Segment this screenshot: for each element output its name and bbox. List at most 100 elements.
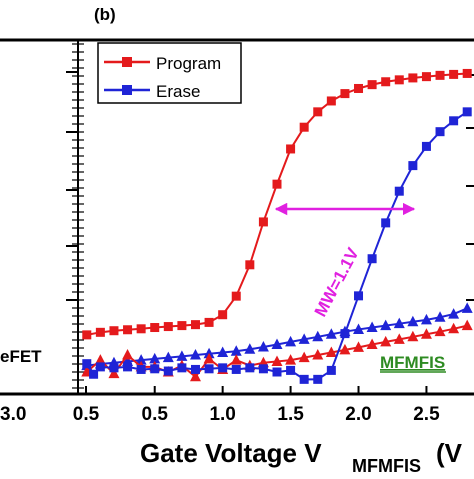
- data-point-square: [367, 254, 377, 264]
- data-point-square: [258, 364, 268, 374]
- x-axis-title: Gate Voltage V MFMFIS (V: [140, 438, 463, 476]
- x-axis-tick-label: 2.0: [345, 404, 371, 425]
- y-axis-ticks: [66, 43, 474, 389]
- left-x-tick-label: 3.0: [0, 404, 26, 425]
- x-axis-ticks: 0.5 0.5 1.0 1.5 2.0 2.5: [73, 386, 440, 425]
- data-point-triangle: [380, 335, 392, 347]
- data-point-square: [299, 122, 309, 132]
- data-point-square: [381, 77, 391, 87]
- data-point-square: [231, 364, 241, 374]
- data-point-triangle: [285, 354, 297, 365]
- data-point-square: [408, 73, 418, 83]
- data-point-square: [150, 323, 160, 333]
- data-point-square: [245, 363, 255, 373]
- x-axis-tick-label: 0.5: [142, 404, 169, 425]
- left-device-label: eFET: [0, 347, 42, 366]
- data-point-triangle: [230, 354, 242, 365]
- data-point-square: [394, 186, 404, 196]
- legend-erase-marker: [122, 85, 132, 95]
- data-point-triangle: [325, 346, 337, 357]
- legend-program-marker: [122, 57, 132, 67]
- data-point-square: [136, 324, 146, 334]
- data-point-square: [421, 141, 431, 151]
- data-point-square: [286, 144, 296, 154]
- data-point-square: [150, 364, 160, 374]
- series-layer: [81, 68, 473, 384]
- series-line: [86, 72, 468, 336]
- data-point-square: [231, 291, 241, 301]
- data-point-square: [299, 374, 309, 384]
- data-point-square: [272, 367, 282, 377]
- data-point-square: [258, 217, 268, 227]
- x-axis-title-subscript: MFMFIS: [352, 456, 421, 474]
- data-point-square: [123, 325, 133, 335]
- data-point-square: [394, 75, 404, 85]
- data-point-triangle: [448, 322, 460, 334]
- data-point-triangle: [353, 323, 365, 334]
- legend-erase-label: Erase: [156, 82, 200, 101]
- data-point-triangle: [230, 345, 242, 356]
- data-point-square: [462, 107, 472, 117]
- data-point-square: [340, 89, 350, 99]
- data-point-triangle: [366, 321, 378, 333]
- data-point-square: [95, 362, 105, 372]
- data-point-triangle: [135, 354, 147, 365]
- x-axis-tick-label: 0.5: [73, 404, 100, 425]
- plot-frame: [0, 38, 474, 396]
- x-axis-tick-label: 1.5: [277, 404, 304, 425]
- data-point-triangle: [339, 343, 351, 355]
- legend: Program Erase: [97, 42, 242, 104]
- memory-window-annotation: MW=1.1V: [274, 202, 416, 320]
- data-point-triangle: [461, 319, 473, 331]
- data-point-triangle: [420, 313, 432, 325]
- data-point-triangle: [189, 370, 201, 382]
- device-label-mfmfis: MFMFIS: [380, 353, 445, 372]
- data-point-square: [435, 70, 445, 80]
- data-point-square: [449, 116, 459, 126]
- data-point-triangle: [380, 319, 392, 331]
- data-point-triangle: [285, 335, 297, 347]
- data-point-triangle: [108, 367, 120, 379]
- data-point-triangle: [407, 315, 419, 327]
- x-axis-title-tail: (V: [436, 438, 463, 468]
- data-point-square: [340, 329, 350, 339]
- x-axis-tick-label: 1.0: [209, 404, 235, 425]
- data-point-square: [190, 320, 200, 330]
- data-point-square: [136, 364, 146, 374]
- x-axis-title-main: Gate Voltage V: [140, 438, 322, 468]
- data-point-triangle: [366, 338, 378, 349]
- data-point-triangle: [393, 317, 405, 329]
- data-point-triangle: [448, 308, 460, 319]
- panel-label: (b): [94, 5, 116, 24]
- data-point-triangle: [353, 341, 365, 352]
- data-point-triangle: [203, 352, 215, 364]
- data-point-triangle: [325, 328, 337, 339]
- data-point-square: [204, 364, 214, 374]
- data-point-triangle: [312, 330, 324, 342]
- data-point-square: [95, 327, 105, 337]
- data-point-triangle: [461, 302, 473, 313]
- data-point-square: [204, 317, 214, 327]
- data-point-square: [272, 179, 282, 189]
- data-point-square: [177, 321, 187, 331]
- data-point-triangle: [298, 333, 310, 344]
- data-point-square: [326, 365, 336, 375]
- data-point-square: [218, 363, 228, 373]
- data-point-square: [89, 369, 99, 379]
- data-point-triangle: [434, 311, 446, 322]
- data-point-square: [354, 291, 364, 301]
- data-point-square: [462, 68, 472, 78]
- data-point-square: [177, 363, 187, 373]
- data-point-triangle: [162, 351, 174, 363]
- data-point-square: [313, 107, 323, 117]
- x-axis-tick-label: 2.5: [413, 404, 440, 425]
- data-point-square: [449, 69, 459, 79]
- data-point-triangle: [189, 349, 201, 360]
- data-point-triangle: [271, 355, 283, 366]
- data-point-triangle: [420, 328, 432, 339]
- data-point-triangle: [407, 330, 419, 342]
- data-point-square: [313, 374, 323, 384]
- data-point-square: [163, 366, 173, 376]
